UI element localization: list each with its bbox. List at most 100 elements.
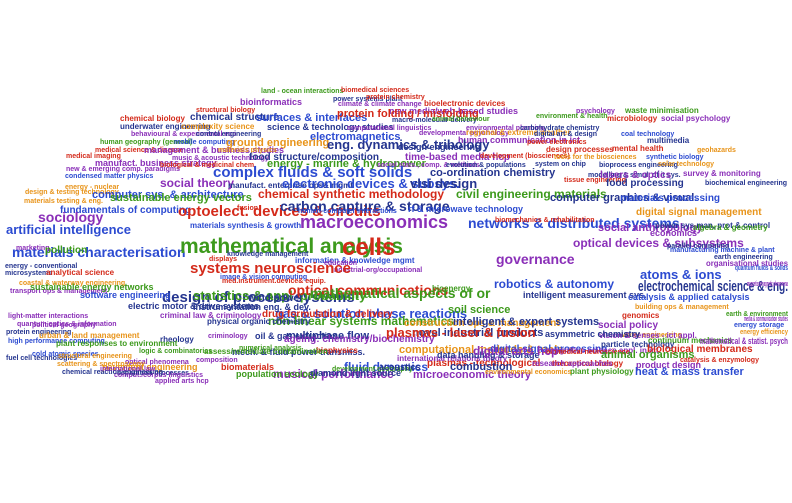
- word-urban-and-land-management: urban & land management: [39, 331, 140, 340]
- word-social-anthropology: social anthropology: [598, 222, 703, 234]
- word-microeconomic-theory: microeconomic theory: [413, 369, 532, 381]
- word-fuel-cell-technologies: fuel cell technologies: [6, 355, 77, 362]
- word-musical-performance: musical performance: [273, 367, 394, 381]
- word-genomics: genomics: [622, 311, 660, 320]
- word-digital-signal-processing: digital signal processing: [490, 344, 607, 355]
- word-multiphase-flow: multiphase flow: [286, 330, 370, 342]
- word-music-and-acoustic-technology: music & acoustic technology: [172, 155, 269, 162]
- word-environmental-planning: environmental planning: [466, 125, 545, 132]
- word-medical-science-and-disease: medical science & disease: [95, 147, 183, 154]
- word-intelligent-and-expert-systems: intelligent & expert systems: [453, 316, 599, 328]
- word-robotics-and-autonomy: robotics & autonomy: [494, 277, 614, 291]
- word-acoustics: acoustics: [379, 362, 421, 372]
- word-land-ocean-interactions: land - ocean interactions: [261, 88, 344, 95]
- word-numerical-analysis: numerical analysis: [239, 345, 302, 352]
- word-quantum-optics-and-information: quantum optics & information: [17, 321, 117, 328]
- word-system-on-chip: system on chip: [535, 161, 586, 168]
- word-electromagnetics: electromagnetics: [310, 131, 400, 143]
- word-asymmetric-chemistry: asymmetric chemistry: [545, 329, 640, 339]
- word-electric-motor-and-drive-systems: electric motor & drive systems: [128, 301, 259, 311]
- word-complex-fluids-and-soft-solids: complex fluids & soft solids: [213, 164, 412, 181]
- word-image-and-vision-computing: image & vision computing: [220, 274, 307, 281]
- word-design-processes: design processes: [546, 145, 614, 154]
- word-social-stats-comp-and-methods: social stats., comp. & methods: [377, 162, 480, 169]
- word-physical-organic-chemistry: physical organic chemistry: [207, 317, 311, 326]
- word-industrial-org-occupational: industrial-org/occupational: [332, 267, 422, 274]
- word-coastal-and-waterway-engineering: coastal & waterway engineering: [19, 280, 125, 287]
- word-eng-dynamics-and-tribology: eng. dynamics & tribology: [327, 137, 490, 152]
- word-medical-imaging: medical imaging: [66, 153, 121, 160]
- word-particle-technology: particle technology: [601, 340, 675, 349]
- word-energy-efficiency: energy efficiency: [740, 329, 788, 336]
- word-underwater-engineering: underwater engineering: [120, 122, 211, 131]
- word-developmental-psychology: developmental psychology: [419, 130, 509, 137]
- word-algebra-and-geometry: algebra & geometry: [693, 223, 768, 232]
- word-civil-engineering-materials: civil engineering materials: [456, 187, 607, 201]
- word-plasmas-technological: plasmas - technological: [427, 358, 541, 369]
- word-earth-and-environment: earth & environment: [726, 311, 789, 318]
- word-drug-formulation-and-delivery: drug formulation & delivery: [262, 309, 393, 320]
- word-mobile-computing: mobile computing: [174, 139, 234, 146]
- word-computational-linguistics: computational linguistics: [347, 125, 432, 132]
- word-human-communication-in-ict: human communication in ict: [458, 135, 580, 145]
- word-biophysics: biophysics: [316, 346, 358, 355]
- word-lasers-and-optics: lasers & optics: [600, 170, 672, 181]
- word-diamond-light-source: diamond light source: [310, 368, 401, 378]
- word-biomaterials: biomaterials: [221, 362, 274, 372]
- word-applied-arts-hcp: applied arts hcp: [155, 378, 209, 385]
- word-vlsi-design: vlsi design: [410, 176, 477, 191]
- word-survey-and-monitoring: survey & monitoring: [683, 169, 761, 178]
- word-oil-and-gas-extraction: oil & gas extraction: [255, 331, 338, 341]
- word-fusion: fusion: [237, 205, 258, 212]
- word-biomechanics-and-rehabilitation: biomechanics & rehabilitation: [495, 217, 595, 224]
- word-novel-industrial-products: novel industrial products: [412, 327, 543, 339]
- word-mathematical-and-statist-psych: mathematical & statist. psych: [700, 336, 788, 346]
- word-digital-signal-management: digital signal management: [636, 207, 762, 218]
- word-software-engineering: software engineering: [80, 290, 171, 300]
- word-earth-engineering: earth engineering: [714, 254, 773, 261]
- word-management-and-business-studies: management & business studies: [144, 145, 284, 155]
- word-international-relations-theory: international relations theory: [397, 354, 508, 363]
- word-chemical-synthetic-methodology: chemical synthetic methodology: [258, 187, 444, 201]
- word-solar-technology: solar technology: [658, 161, 714, 168]
- word-gas-and-solution-phase-reactions: gas & solution phase reactions: [275, 306, 467, 321]
- word-networks-and-distributed-systems: networks & distributed systems: [468, 215, 680, 231]
- word-ageing-chemistry-biochemistry: ageing: chemistry/biochemistry: [284, 334, 435, 345]
- word-data-handling-and-storage: data handling & storage: [437, 350, 540, 360]
- word-evolution-and-populations: evolution & populations: [446, 162, 526, 169]
- word-behavioural-and-experimental-eco: behavioural & experimental eco: [131, 131, 236, 138]
- word-rf-and-microwave-technology: rf & microwave technology: [408, 204, 523, 214]
- word-optical-phenomena: optical phenomena: [125, 359, 189, 366]
- word-materials-testing-and-eng: materials testing & eng.: [24, 198, 103, 205]
- word-building-ops-and-management: building ops & management: [635, 304, 729, 311]
- word-wind-power: wind power: [247, 293, 303, 304]
- word-cold-atomic-species: cold atomic species: [32, 351, 99, 358]
- word-macroeconomics: macroeconomics: [300, 212, 448, 232]
- word-social-theory: social theory: [160, 176, 234, 190]
- word-transport-ops-and-management: transport ops & management: [10, 288, 108, 295]
- word-non-linear-systems-mathematics: non-linear systems mathematics: [268, 314, 454, 328]
- word-economics: economics: [650, 228, 697, 238]
- word-plant-responses-to-environment: plant responses to environment: [56, 339, 178, 348]
- word-scattering-and-spectroscopy: scattering & spectroscopy: [57, 361, 145, 368]
- word-fluid-dynamics: fluid dynamics: [344, 360, 428, 374]
- word-tissue-engineering: tissue engineering: [564, 177, 626, 184]
- word-governance: governance: [496, 251, 575, 267]
- word-electronic-devices-and-subsys: electronic devices & subsys.: [282, 176, 460, 191]
- word-power-systems-plant: power systems plant: [333, 96, 403, 103]
- word-soil-science: soil science: [448, 304, 510, 316]
- word-vision-and-senses-ict-appl: vision & senses - ict appl.: [599, 331, 697, 340]
- word-displays: displays: [209, 256, 237, 263]
- word-political-geography: political geography: [32, 322, 96, 329]
- word-composition: composition: [196, 357, 238, 364]
- word-carbon-capture-and-storage: carbon capture & storage: [280, 198, 450, 214]
- word-new-media-web-based-studies: new media/web-based studies: [389, 106, 518, 116]
- word-social-policy: social policy: [598, 320, 658, 331]
- word-materials-characterisation: materials characterisation: [12, 244, 186, 260]
- word-education: education: [324, 260, 357, 267]
- word-human-geography-general: human geography (general): [100, 139, 192, 146]
- word-magnetism-magnetic-phenomena: magnetism/magnetic phenomena: [747, 281, 788, 288]
- word-atoms-and-ions: atoms & ions: [640, 267, 722, 282]
- word-geohazards: geohazards: [697, 147, 736, 154]
